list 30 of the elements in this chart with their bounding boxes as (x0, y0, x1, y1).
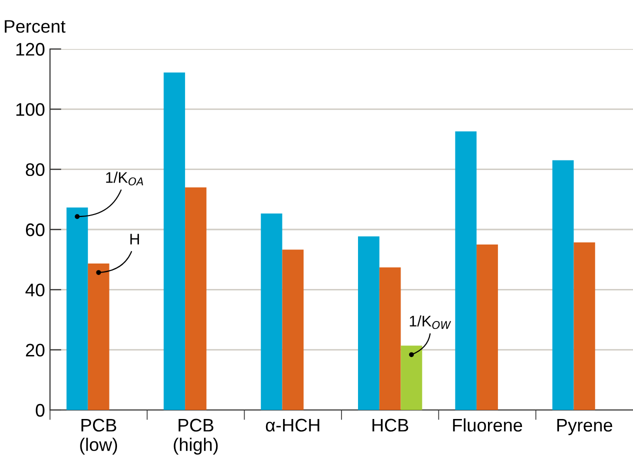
bar (379, 267, 401, 410)
bar (552, 160, 574, 410)
x-tick-label: Pyrene (557, 418, 612, 436)
x-tick-label: α-HCH (266, 418, 320, 432)
x-tick-label: Fluorene (453, 418, 522, 432)
y-tick-label: 40 (25, 284, 44, 296)
bar (185, 187, 206, 410)
bar (164, 72, 186, 410)
y-tick-label: 100 (16, 103, 44, 116)
x-tick-label: PCB (high) (174, 418, 218, 455)
series-label: 1/K$_{OW}$ (410, 315, 452, 330)
bar (66, 208, 88, 410)
bar (455, 131, 477, 410)
x-tick-label: PCB (low) (80, 418, 118, 455)
y-tick-label: 60 (26, 223, 44, 236)
bar (574, 242, 596, 410)
y-tick-label: 120 (16, 42, 44, 56)
series-label: 1/K$_{OA}$ (106, 172, 144, 186)
bar (88, 263, 110, 410)
bar (358, 236, 380, 410)
series-label: H (130, 234, 139, 244)
y-tick-label: 0 (36, 404, 44, 417)
bar (282, 250, 304, 410)
y-tick-label: 20 (26, 344, 44, 357)
y-tick-label: 80 (26, 163, 44, 176)
bar (400, 346, 422, 410)
x-tick-label: HCB (372, 418, 408, 432)
bar (476, 244, 498, 410)
y-axis-title: Percent (4, 20, 66, 33)
bar (260, 214, 282, 410)
